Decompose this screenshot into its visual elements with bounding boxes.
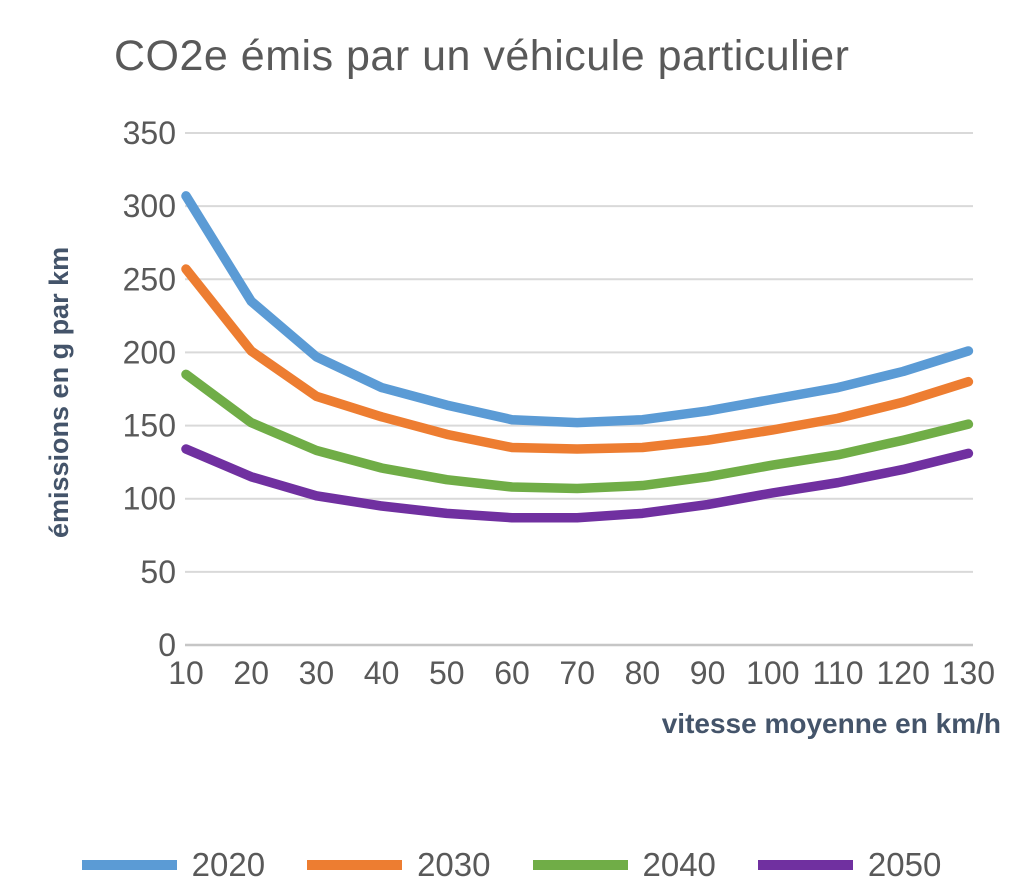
legend-label: 2030 bbox=[417, 846, 491, 883]
legend-label: 2050 bbox=[867, 846, 942, 883]
series-line-2050 bbox=[181, 444, 974, 523]
y-tick-label: 350 bbox=[123, 115, 176, 151]
x-tick-label: 100 bbox=[746, 655, 799, 691]
x-tick-label: 60 bbox=[494, 655, 530, 691]
legend-swatch-2050 bbox=[757, 860, 853, 870]
x-tick-label: 40 bbox=[364, 655, 400, 691]
x-tick-label: 50 bbox=[429, 655, 465, 691]
x-tick-label: 20 bbox=[233, 655, 269, 691]
x-tick-label: 110 bbox=[812, 655, 863, 691]
y-tick-label: 100 bbox=[123, 481, 176, 517]
x-tick-label: 80 bbox=[625, 655, 661, 691]
y-tick-label: 50 bbox=[140, 554, 176, 590]
y-tick-label: 150 bbox=[123, 408, 176, 444]
y-tick-label: 200 bbox=[123, 334, 176, 370]
legend-item-2050: 2050 bbox=[757, 846, 942, 884]
x-tick-label: 30 bbox=[299, 655, 335, 691]
x-tick-label: 130 bbox=[942, 655, 995, 691]
y-tick-label: 0 bbox=[158, 627, 176, 663]
x-tick-label: 70 bbox=[559, 655, 595, 691]
legend: 2020 2030 2040 2050 bbox=[0, 846, 1023, 884]
series-line-2040 bbox=[181, 369, 974, 494]
legend-item-2030: 2030 bbox=[307, 846, 491, 884]
legend-label: 2040 bbox=[642, 846, 716, 883]
chart-title: CO2e émis par un véhicule particulier bbox=[114, 32, 850, 80]
series-line-2020 bbox=[181, 191, 974, 428]
legend-item-2040: 2040 bbox=[532, 846, 716, 884]
x-tick-label: 90 bbox=[690, 655, 726, 691]
legend-swatch-2020 bbox=[81, 860, 177, 870]
x-tick-label: 10 bbox=[168, 655, 204, 691]
y-tick-label: 300 bbox=[123, 188, 176, 224]
x-axis-title: vitesse moyenne en km/h bbox=[661, 708, 1001, 739]
y-tick-label: 250 bbox=[123, 261, 176, 297]
legend-label: 2020 bbox=[191, 846, 266, 883]
legend-item-2020: 2020 bbox=[81, 846, 266, 884]
legend-swatch-2030 bbox=[307, 860, 403, 870]
x-tick-label: 120 bbox=[877, 655, 930, 691]
series-line-2030 bbox=[181, 264, 974, 454]
legend-swatch-2040 bbox=[532, 860, 628, 870]
